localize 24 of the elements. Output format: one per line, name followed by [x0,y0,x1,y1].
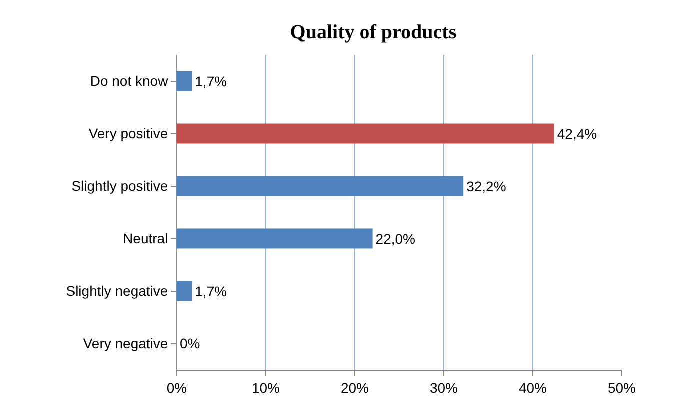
x-tick-label: 0% [166,380,188,396]
chart-title: Quality of products [290,22,457,44]
x-tick-label: 30% [430,380,458,396]
bar [177,71,192,92]
data-label: 22,0% [376,230,416,247]
bar [177,281,192,302]
x-tick-label: 50% [608,380,636,396]
data-label: 1,7% [195,73,228,90]
bar [177,124,554,144]
data-label: 0% [180,336,200,352]
y-tick-label: Neutral [123,230,168,247]
y-tick-label: Very negative [83,336,168,352]
y-tick-label: Slightly positive [72,178,168,194]
y-tick-label: Do not know [90,73,170,90]
data-label: 42,4% [557,126,598,142]
x-tick-label: 10% [252,380,280,396]
bar [177,228,373,249]
x-tick-label: 40% [518,380,548,396]
data-label: 1,7% [195,283,228,300]
y-tick-label: Slightly negative [66,283,168,300]
y-tick-label: Very positive [88,126,168,142]
data-label: 32,2% [466,178,506,194]
x-tick-label: 20% [340,380,370,396]
bar [177,176,464,196]
